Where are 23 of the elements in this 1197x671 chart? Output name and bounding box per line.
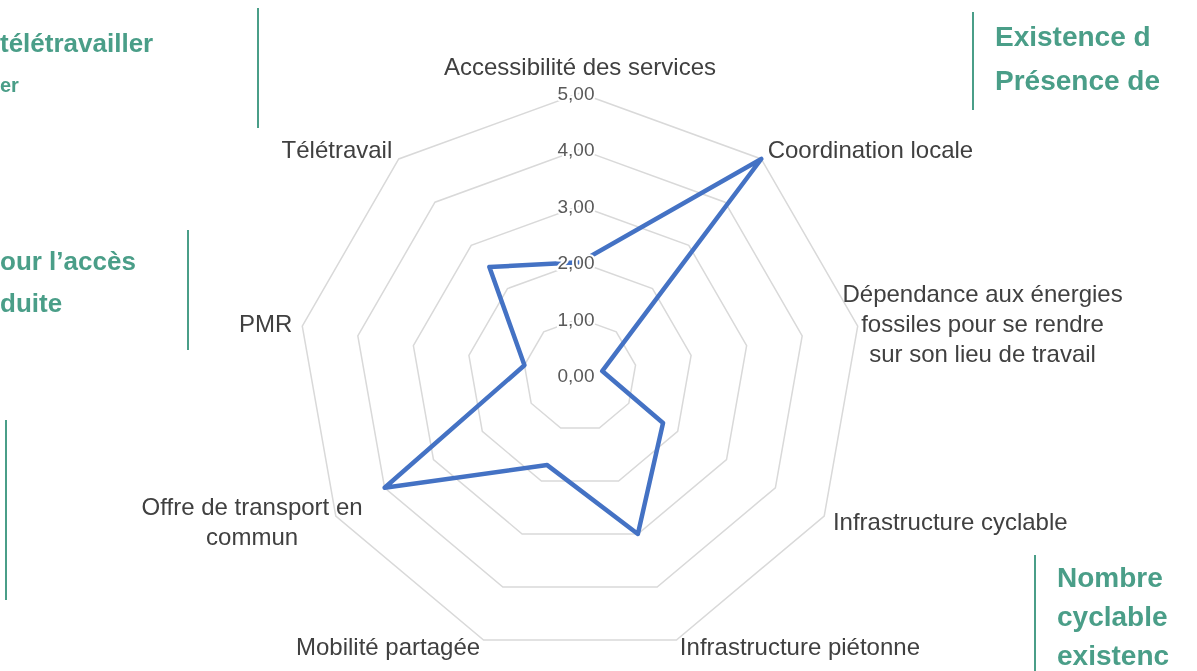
spoke-label: Accessibilité des services	[443, 53, 717, 80]
y-tick-label: 5,00	[557, 83, 595, 104]
text: duite	[0, 288, 63, 318]
spoke-label: Mobilité partagée	[296, 633, 481, 661]
text: Existence d	[995, 21, 1151, 52]
spoke-label: Infrastructure piétonne	[679, 633, 921, 661]
text: er	[0, 74, 20, 96]
spoke-label: Télétravail	[281, 135, 393, 163]
spoke-label: Coordination locale	[767, 135, 974, 163]
y-tick-label: 3,00	[557, 195, 595, 217]
spoke-label: Infrastructure cyclable	[832, 508, 1068, 535]
y-tick-label: 0,00	[557, 365, 595, 386]
text: Présence de	[995, 65, 1160, 96]
text: our l’accès	[0, 246, 136, 276]
y-tick-label: 4,00	[557, 139, 595, 161]
text: existenc	[1057, 640, 1170, 671]
text: cyclable	[1057, 601, 1168, 632]
spoke-label: Offre de transport en commun	[141, 493, 363, 550]
spoke-label: PMR	[239, 309, 293, 337]
text: Nombre	[1057, 562, 1163, 593]
text: télétravailler	[0, 28, 154, 58]
y-tick-label: 1,00	[557, 308, 595, 330]
spoke-label: Dépendance aux énergies fossiles pour se rendre sur son lieu de travail	[842, 279, 1123, 367]
